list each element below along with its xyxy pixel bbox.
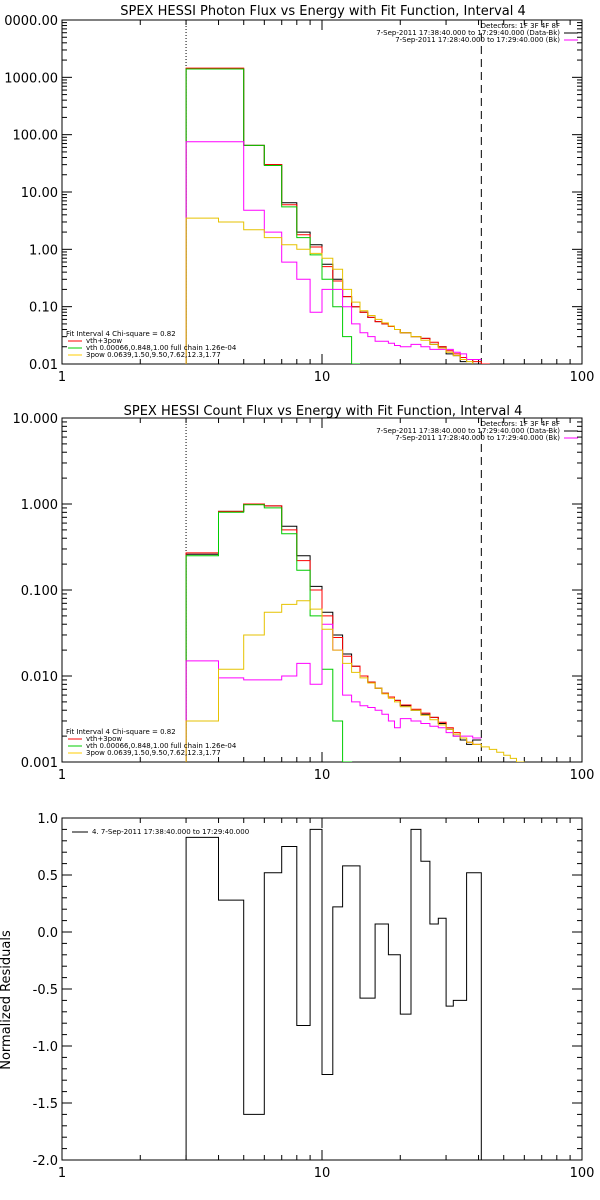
legend-bottom-entry: vth 0.00066,0.848,1.00 full chain 1.26e-… xyxy=(86,742,237,750)
series-4-histogram xyxy=(185,600,525,762)
y-tick-label: 10.000 xyxy=(13,412,59,427)
plot-area xyxy=(185,828,482,1160)
y-tick-label: 0.0 xyxy=(37,926,58,941)
y-tick-label: 0.100 xyxy=(21,584,58,599)
legend-bottom-entry: vth+3pow xyxy=(86,735,122,743)
series-0-histogram xyxy=(185,68,490,364)
y-tick-label: 100.00 xyxy=(13,129,59,144)
count-flux-title: SPEX HESSI Count Flux vs Energy with Fit… xyxy=(124,404,523,419)
series-1-histogram xyxy=(185,67,490,364)
x-tick-label: 1 xyxy=(58,768,66,783)
y-tick-label: 0.001 xyxy=(21,756,58,771)
legend-top-entry: Detectors: 1F 3F 4F 8F xyxy=(481,22,560,30)
series-1-histogram xyxy=(185,503,482,762)
x-tick-label: 10 xyxy=(314,370,331,385)
series-0-histogram xyxy=(185,503,482,762)
legend-bottom-entry: 3pow 0.0639,1.50,9.50,7.62,12.3,1.77 xyxy=(86,351,221,359)
x-tick-label: 10 xyxy=(314,768,331,783)
legend-bottom-entry: vth+3pow xyxy=(86,337,122,345)
y-tick-label: -1.5 xyxy=(33,1097,58,1112)
photon-flux-title: SPEX HESSI Photon Flux vs Energy with Fi… xyxy=(120,4,526,19)
legend-top-entry: 7-Sep-2011 17:28:40.000 to 17:29:40.000 … xyxy=(395,434,560,442)
y-tick-label: 0.10 xyxy=(29,301,58,316)
y-tick-label: -1.0 xyxy=(33,1040,58,1055)
x-tick-label: 100 xyxy=(570,1166,595,1181)
count-flux-panel: SPEX HESSI Count Flux vs Energy with Fit… xyxy=(13,404,595,783)
series-2-histogram xyxy=(185,68,360,364)
series-2-histogram xyxy=(185,504,353,762)
y-tick-label: 1.000 xyxy=(21,498,58,513)
x-tick-label: 1 xyxy=(58,370,66,385)
x-tick-label: 1 xyxy=(58,1166,66,1181)
plot-area xyxy=(185,67,490,364)
residual-legend-text: 4. 7-Sep-2011 17:38:40.000 to 17:29:40.0… xyxy=(92,828,249,836)
y-tick-label: 1.00 xyxy=(29,243,58,258)
series-4-histogram xyxy=(185,217,474,364)
y-tick-label: -0.5 xyxy=(33,983,58,998)
residuals-panel: Normalized Residuals 1 10 100 -2.0 -1.5 -1.0 -… xyxy=(0,812,594,1181)
series-3-histogram xyxy=(185,141,482,364)
legend-top-entry: 7-Sep-2011 17:28:40.000 to 17:29:40.000 … xyxy=(395,36,560,44)
y-tick-label: 1.0 xyxy=(37,812,58,827)
legend-bottom-entry: Fit Interval 4 Chi-square = 0.82 xyxy=(66,330,176,338)
y-tick-label: -2.0 xyxy=(33,1154,58,1169)
legend-bottom-entry: vth 0.00066,0.848,1.00 full chain 1.26e-… xyxy=(86,344,237,352)
plot-area xyxy=(185,503,525,762)
legend-bottom-entry: 3pow 0.0639,1.50,9.50,7.62,12.3,1.77 xyxy=(86,749,221,757)
y-tick-label: 10.00 xyxy=(21,186,58,201)
y-tick-label: 0.010 xyxy=(21,670,58,685)
legend-bottom-entry: Fit Interval 4 Chi-square = 0.82 xyxy=(66,728,176,736)
residuals-ylabel: Normalized Residuals xyxy=(0,930,14,1070)
y-tick-label: 0000.00 xyxy=(4,14,58,29)
x-tick-label: 100 xyxy=(570,768,595,783)
legend-top-entry: Detectors: 1F 3F 4F 8F xyxy=(481,420,560,428)
y-tick-label: 1000.00 xyxy=(4,71,58,86)
y-tick-label: 0.5 xyxy=(37,869,58,884)
x-tick-label: 10 xyxy=(314,1166,331,1181)
x-tick-label: 100 xyxy=(570,370,595,385)
y-tick-label: 0.01 xyxy=(29,358,58,373)
legend-top-entry: 7-Sep-2011 17:38:40.000 to 17:29:40.000 … xyxy=(376,427,560,435)
residuals-histogram xyxy=(185,828,482,1160)
series-3-histogram xyxy=(185,623,482,762)
legend-top-entry: 7-Sep-2011 17:38:40.000 to 17:29:40.000 … xyxy=(376,29,560,37)
photon-flux-panel: SPEX HESSI Photon Flux vs Energy with Fi… xyxy=(4,4,594,385)
